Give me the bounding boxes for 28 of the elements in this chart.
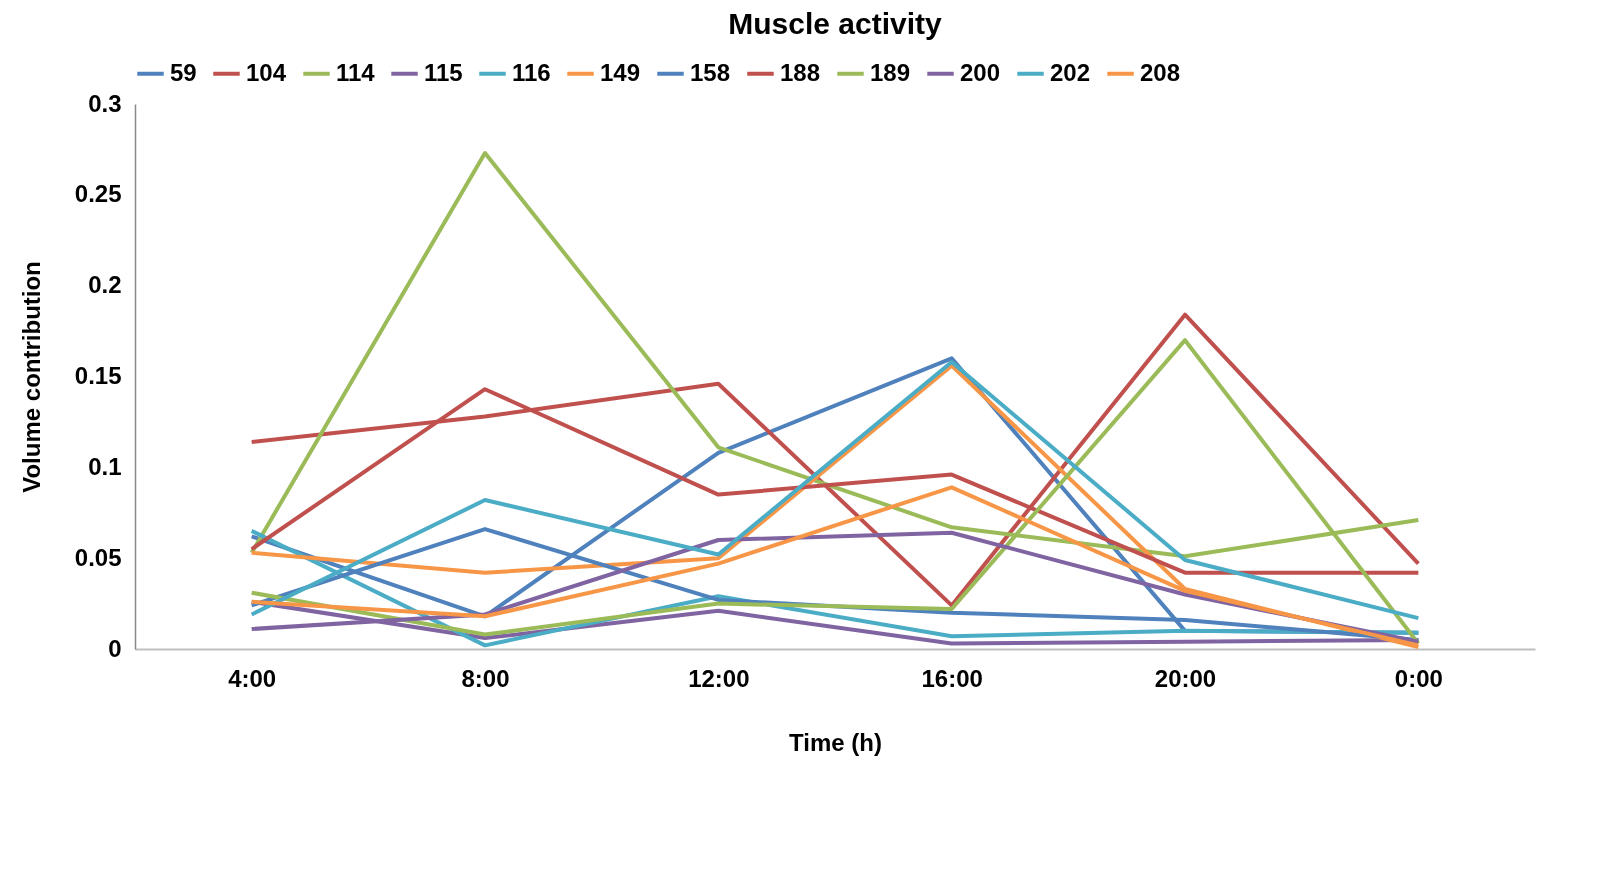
- y-axis-title: Volume contribution: [17, 261, 45, 493]
- y-tick-label: 0.3: [88, 89, 122, 117]
- y-tick-label: 0.2: [88, 271, 122, 299]
- legend-label: 202: [1050, 58, 1091, 86]
- chart-title: Muscle activity: [728, 7, 943, 40]
- x-tick-label: 16:00: [921, 664, 983, 692]
- legend-label: 158: [690, 58, 731, 86]
- y-tick-label: 0.05: [74, 543, 122, 571]
- legend-label: 116: [512, 58, 551, 86]
- legend-label: 149: [600, 58, 641, 86]
- y-tick-label: 0.1: [88, 452, 122, 480]
- legend-label: 200: [960, 58, 1001, 86]
- legend-label: 208: [1140, 58, 1181, 86]
- y-tick-label: 0: [108, 634, 122, 662]
- y-tick-label: 0.15: [74, 362, 122, 389]
- x-tick-label: 12:00: [688, 664, 750, 692]
- legend-label: 59: [170, 58, 197, 86]
- legend-label: 104: [246, 58, 287, 86]
- y-tick-label: 0.25: [74, 180, 122, 208]
- x-tick-label: 8:00: [461, 664, 510, 692]
- x-tick-label: 4:00: [228, 664, 277, 692]
- x-tick-label: 20:00: [1154, 664, 1217, 692]
- x-tick-label: 0:00: [1394, 664, 1443, 692]
- legend-label: 189: [870, 58, 911, 86]
- legend-label: 115: [424, 58, 463, 86]
- x-axis-title: Time (h): [789, 728, 882, 756]
- legend-label: 114: [336, 58, 376, 86]
- legend-label: 188: [780, 58, 821, 86]
